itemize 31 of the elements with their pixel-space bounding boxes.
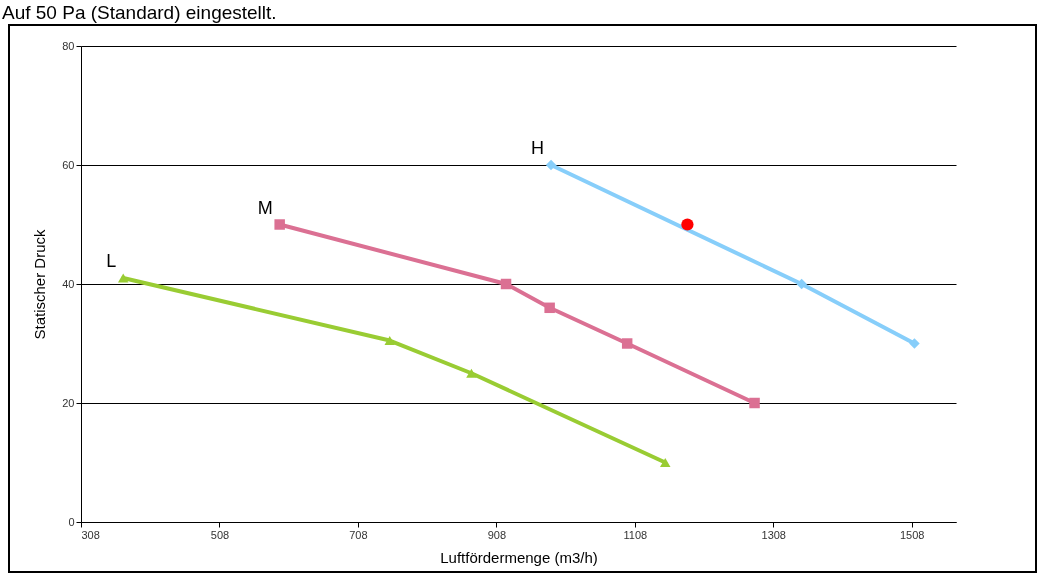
point (909, 338, 920, 349)
point (749, 397, 760, 409)
point (545, 159, 557, 171)
x-tick-label: 1308 (761, 528, 786, 541)
x-tick-label: 508 (210, 528, 230, 541)
y-tick-label: 40 (62, 277, 75, 290)
x-tick-label: 1108 (623, 528, 648, 541)
x-axis-title: Luftfördermenge (m3/h) (440, 548, 598, 566)
x-tick-label: 708 (349, 528, 368, 541)
y-axis-title: Statischer Druck (31, 228, 49, 340)
point (681, 218, 694, 231)
point (466, 368, 477, 378)
y-tick-label: 0 (68, 515, 75, 528)
point (384, 335, 395, 346)
series-label: M (257, 197, 273, 218)
y-tick-label: 60 (62, 158, 75, 171)
point (621, 338, 633, 349)
point (660, 457, 671, 468)
x-tick-label: 908 (487, 528, 507, 541)
y-tick-label: 20 (62, 396, 75, 409)
point (117, 273, 129, 283)
point (274, 219, 285, 230)
point (544, 302, 555, 314)
point (500, 278, 512, 290)
x-tick-label: 308 (81, 528, 100, 541)
series-label: L (106, 251, 117, 272)
y-tick-label: 80 (62, 39, 75, 52)
chart-title: Auf 50 Pa (Standard) eingestellt. (1, 1, 278, 24)
x-tick-label: 1508 (899, 528, 925, 541)
point (796, 278, 807, 290)
series-label: H (531, 138, 545, 158)
